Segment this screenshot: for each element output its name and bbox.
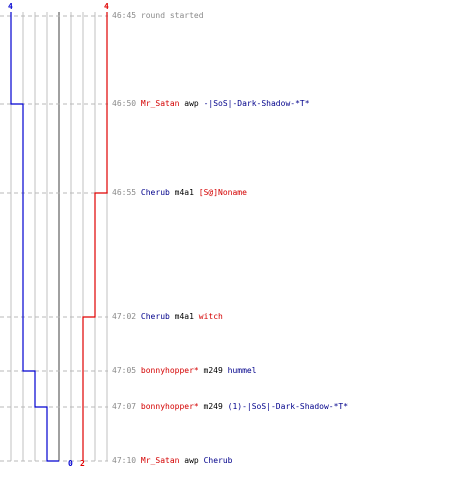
event-time: 46:50 [112,99,137,108]
event-weapon: awp [184,99,199,108]
event-target: Cherub [203,456,233,465]
event-weapon: m4a1 [174,312,194,321]
event-row: 47:10 Mr_Satan awp Cherub [112,456,232,466]
team-b-start-score: 4 [104,2,109,11]
event-actor: Cherub [140,188,170,197]
team-a-start-score: 4 [8,2,13,11]
event-info: round started [140,11,204,20]
event-row: 47:02 Cherub m4a1 witch [112,312,223,322]
event-actor: Mr_Satan [140,456,180,465]
team-a-end-score: 0 [68,459,73,468]
team-b-line [82,12,108,461]
team-b-end-score: 2 [80,459,85,468]
event-target: witch [198,312,223,321]
event-weapon: m249 [203,402,223,411]
event-weapon: m4a1 [174,188,194,197]
event-weapon: awp [184,456,199,465]
event-row: 47:05 bonnyhopper* m249 hummel [112,366,257,376]
event-time: 46:45 [112,11,137,20]
event-time: 47:07 [112,402,137,411]
event-actor: Cherub [140,312,170,321]
event-time: 47:05 [112,366,137,375]
event-actor: bonnyhopper* [140,402,199,411]
event-target: -|SoS|-Dark-Shadow-*T* [203,99,310,108]
event-row: 47:07 bonnyhopper* m249 (1)-|SoS|-Dark-S… [112,402,348,412]
team-a-line [10,12,59,462]
event-target: [S@]Noname [198,188,247,197]
event-time: 46:55 [112,188,137,197]
event-actor: Mr_Satan [140,99,180,108]
event-target: (1)-|SoS|-Dark-Shadow-*T* [227,402,349,411]
event-target: hummel [227,366,257,375]
guide-lines [0,12,108,462]
series-lines [10,12,108,462]
event-time: 47:02 [112,312,137,321]
event-row: 46:50 Mr_Satan awp -|SoS|-Dark-Shadow-*T… [112,99,310,109]
event-time: 47:10 [112,456,137,465]
event-weapon: m249 [203,366,223,375]
event-row: 46:55 Cherub m4a1 [S@]Noname [112,188,247,198]
event-row: 46:45 round started [112,11,204,21]
event-actor: bonnyhopper* [140,366,199,375]
